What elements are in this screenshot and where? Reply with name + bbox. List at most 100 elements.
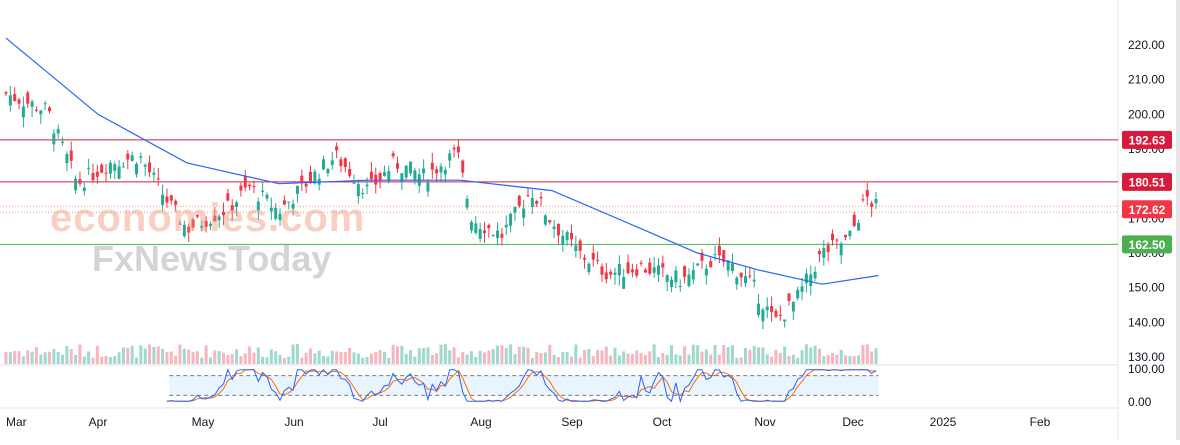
volume-bar (700, 351, 704, 364)
candle-body (152, 172, 156, 175)
volume-bar (570, 356, 573, 364)
volume-bar (804, 344, 808, 364)
volume-bar (661, 353, 665, 364)
candle-body (222, 212, 225, 216)
x-tick-label: Feb (1030, 415, 1051, 429)
candle-body (169, 195, 173, 201)
candle-body (339, 159, 343, 167)
stoch-axis-label: 100.00 (1128, 362, 1165, 376)
candle-body (839, 243, 843, 256)
candle-body (348, 169, 352, 176)
candle-body (326, 169, 330, 174)
volume-bars (4, 344, 878, 364)
volume-bar (169, 351, 173, 364)
candle-body (396, 163, 399, 169)
candle-body (643, 269, 647, 273)
candle-body (48, 107, 51, 112)
candle-body (709, 261, 713, 268)
volume-bar (230, 354, 234, 364)
candle-body (117, 166, 121, 179)
volume-bar (691, 344, 695, 364)
x-tick-label: Jun (284, 415, 303, 429)
candle-body (600, 266, 604, 275)
candle-body (739, 272, 743, 278)
volume-bar (78, 344, 82, 364)
candle-body (848, 230, 852, 237)
volume-bar (509, 344, 513, 364)
candle-body (730, 263, 734, 271)
candle-body (274, 207, 278, 219)
volume-bar (530, 357, 534, 364)
candles (4, 86, 878, 330)
volume-bar (430, 354, 434, 364)
candle-body (91, 172, 95, 181)
candle-body (609, 271, 613, 275)
volume-bar (465, 354, 469, 364)
volume-bar (239, 356, 243, 364)
volume-bar (195, 351, 199, 364)
volume-bar (335, 351, 339, 364)
price-tag-label: 172.62 (1129, 203, 1166, 217)
candle-body (591, 252, 595, 260)
candle-body (804, 273, 808, 284)
scrollbar[interactable] (1176, 0, 1180, 440)
volume-bar (313, 353, 317, 364)
candle-body (526, 195, 530, 197)
candle-body (74, 178, 78, 191)
candle-body (65, 154, 69, 164)
volume-bar (813, 345, 817, 364)
candle-body (369, 171, 373, 180)
volume-bar (865, 344, 869, 364)
volume-bar (174, 355, 178, 364)
volume-bar (757, 347, 761, 364)
candle-body (713, 254, 717, 256)
candle-body (465, 198, 469, 208)
volume-bar (21, 356, 25, 364)
volume-bar (178, 344, 182, 364)
candle-body (165, 196, 169, 203)
volume-bar (817, 348, 821, 364)
volume-bar (561, 351, 565, 364)
volume-bar (439, 344, 443, 364)
volume-bar (639, 352, 643, 364)
volume-bar (387, 357, 391, 364)
candle-body (578, 240, 582, 251)
volume-bar (61, 354, 65, 364)
volume-bar (674, 354, 678, 364)
candle-body (687, 274, 691, 287)
candle-body (352, 182, 356, 184)
volume-bar (295, 344, 299, 364)
volume-bar (365, 356, 369, 364)
candle-body (156, 178, 160, 180)
volume-bar (126, 347, 130, 364)
x-tick-label: 2025 (930, 415, 957, 429)
candle-body (570, 232, 573, 240)
volume-bar (822, 356, 826, 364)
candle-body (108, 162, 112, 174)
volume-bar (796, 357, 800, 364)
volume-bar (517, 346, 521, 364)
candle-body (696, 263, 700, 266)
candle-body (265, 194, 269, 199)
volume-bar (678, 355, 682, 364)
volume-bar (722, 345, 726, 364)
candle-body (469, 221, 473, 231)
volume-bar (287, 356, 291, 364)
candle-body (787, 293, 791, 301)
candle-body (491, 235, 495, 237)
volume-bar (417, 348, 421, 364)
volume-bar (91, 357, 95, 364)
volume-bar (330, 350, 334, 364)
volume-bar (870, 351, 874, 364)
volume-bar (226, 355, 230, 364)
price-tag-label: 180.51 (1129, 175, 1166, 189)
candle-body (439, 166, 443, 173)
volume-bar (831, 352, 834, 364)
candle-body (256, 201, 260, 211)
candle-body (61, 141, 65, 143)
candle-body (161, 194, 165, 205)
candle-body (261, 190, 265, 192)
volume-bar (217, 351, 221, 364)
candle-body (478, 228, 482, 239)
